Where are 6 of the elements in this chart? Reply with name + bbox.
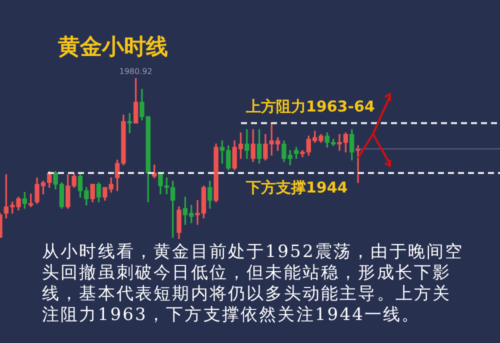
chart-title: 黄金小时线	[58, 34, 168, 62]
ref-line-label: 上方阻力1963-64	[245, 97, 375, 116]
candlestick	[356, 145, 360, 183]
annotation: 1980.92	[119, 67, 152, 76]
text: 从小时线看，黄金目前处于1952震荡，由于晚间空头回撤虽刺破今日低位，但未能站稳，形成长下影线，基本代表短期内将仍以多头动能主导。上方关注阻力1963，下方支撑依然关注1944一线。	[42, 242, 465, 326]
ref-line-label: 下方支撑1944	[245, 178, 348, 196]
